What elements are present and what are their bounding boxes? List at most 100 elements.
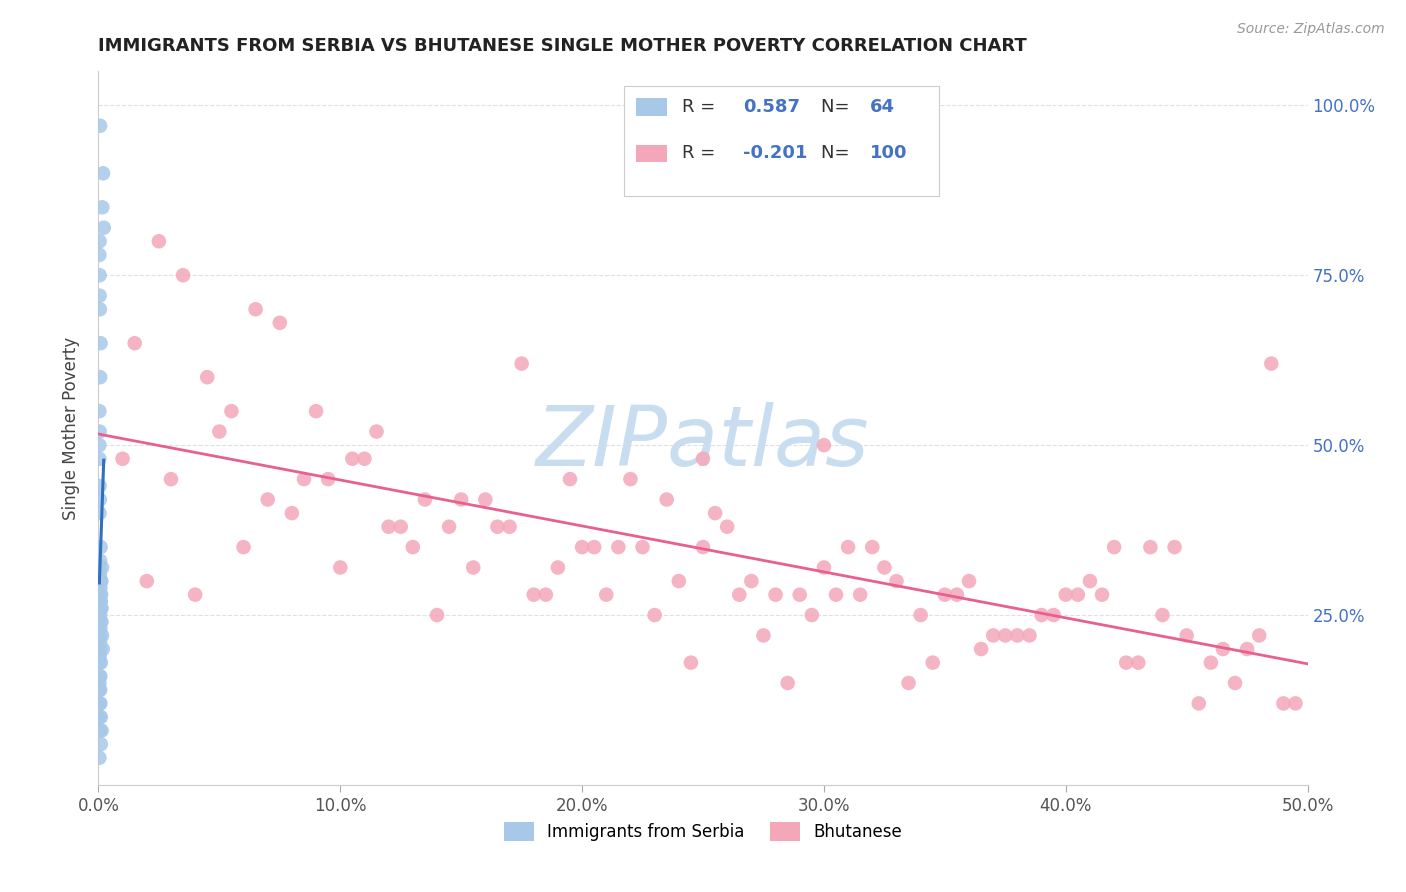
Point [860,540,883,554]
Text: Source: ZipAtlas.com: Source: ZipAtlas.com [1237,22,1385,37]
Point [619,472,641,486]
Point [1139,540,1161,554]
Point [90,601,112,615]
Point [90,574,112,588]
Point [89,234,111,248]
Point [316,472,339,486]
Point [1152,608,1174,623]
Point [1249,628,1271,642]
Point [89,723,111,738]
Point [873,560,896,574]
Point [90,588,112,602]
Y-axis label: Single Mother Poverty: Single Mother Poverty [62,336,80,520]
Point [1188,697,1211,711]
Text: ZIPatlas: ZIPatlas [536,402,870,483]
Point [631,540,654,554]
Point [450,492,472,507]
Point [402,540,425,554]
Point [91,560,114,574]
FancyBboxPatch shape [624,86,939,196]
Point [981,628,1004,642]
Point [921,656,943,670]
Point [91,166,114,180]
Point [135,574,157,588]
Point [510,357,533,371]
Point [89,268,111,283]
Point [269,316,291,330]
Point [148,234,170,248]
Point [195,370,218,384]
Point [366,425,388,439]
Point [679,656,702,670]
Text: R =: R = [682,145,721,162]
Point [377,519,399,533]
FancyBboxPatch shape [637,145,666,162]
Point [184,588,207,602]
Point [90,723,112,738]
Point [486,519,509,533]
Point [89,751,111,765]
Point [474,492,496,507]
Point [1272,697,1295,711]
Point [789,588,811,602]
Point [1115,656,1137,670]
Point [1128,656,1150,670]
Point [776,676,799,690]
Legend: Immigrants from Serbia, Bhutanese: Immigrants from Serbia, Bhutanese [498,815,908,848]
Point [89,648,111,663]
Point [89,656,111,670]
Point [90,710,112,724]
Point [89,628,111,642]
Point [716,519,738,533]
Point [463,560,485,574]
Point [89,588,111,602]
Point [607,540,630,554]
Point [704,506,727,520]
Point [389,519,412,533]
Point [1007,628,1029,642]
Point [89,669,111,683]
Point [765,588,787,602]
Point [89,302,111,317]
Point [305,404,328,418]
Point [1102,540,1125,554]
Point [89,588,111,602]
Point [89,601,111,615]
Point [849,588,872,602]
Point [1042,608,1064,623]
Point [89,554,111,568]
Point [1212,642,1234,657]
Point [413,492,436,507]
Point [93,220,115,235]
Point [1054,588,1077,602]
Point [90,540,112,554]
Text: -0.201: -0.201 [742,145,807,162]
Point [547,560,569,574]
Point [1175,628,1198,642]
Point [946,588,969,602]
Point [91,628,114,642]
Point [89,594,111,608]
Point [595,588,617,602]
Point [426,608,449,623]
Point [897,676,920,690]
Point [89,642,111,657]
Point [89,567,111,582]
Point [172,268,194,283]
Text: IMMIGRANTS FROM SERBIA VS BHUTANESE SINGLE MOTHER POVERTY CORRELATION CHART: IMMIGRANTS FROM SERBIA VS BHUTANESE SING… [98,37,1028,54]
Point [353,451,375,466]
Point [89,492,111,507]
Point [1067,588,1090,602]
Point [90,594,112,608]
Point [89,451,111,466]
Point [89,574,111,588]
Point [813,438,835,452]
Point [221,404,243,418]
Point [89,697,111,711]
Point [89,682,111,697]
Text: 64: 64 [870,98,894,116]
Point [292,472,315,486]
Point [90,737,112,751]
Point [752,628,775,642]
Point [89,682,111,697]
